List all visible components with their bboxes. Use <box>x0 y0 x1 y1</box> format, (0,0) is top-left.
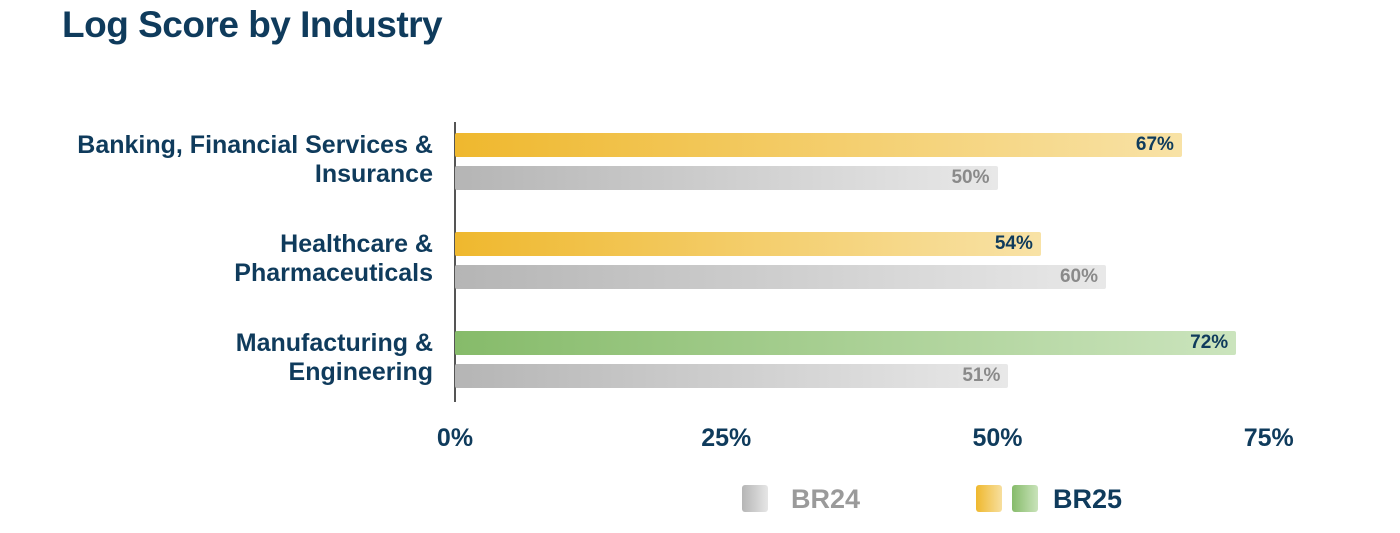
bar-br25: 72% <box>455 331 1237 355</box>
data-label: 60% <box>1059 266 1098 287</box>
data-label: 51% <box>962 365 1001 386</box>
category-label-line: Healthcare & <box>280 230 433 258</box>
x-tick-label: 0% <box>436 424 474 452</box>
chart-title: Log Score by Industry <box>62 4 443 45</box>
legend-swatch-br24 <box>742 485 768 512</box>
category-label: Banking, Financial Services & Insurance <box>0 131 433 189</box>
category-label-line: Manufacturing & <box>235 329 433 357</box>
category-label-line: Pharmaceuticals <box>234 259 433 287</box>
legend-swatch-br25-yellow <box>976 485 1002 512</box>
x-tick-label: 25% <box>701 424 752 452</box>
bar-br24: 51% <box>455 364 1009 388</box>
category-label-line: Insurance <box>314 160 433 188</box>
bar-br25: 54% <box>455 232 1041 256</box>
data-label: 72% <box>1190 332 1229 353</box>
x-tick-label: 75% <box>1243 424 1294 452</box>
data-label: 50% <box>951 167 990 188</box>
category-label-line: Engineering <box>288 358 433 386</box>
legend-swatch-br25-green <box>1012 485 1038 512</box>
legend-label-br25: BR25 <box>1053 484 1123 514</box>
category-label: Healthcare & Pharmaceuticals <box>0 230 433 288</box>
y-axis-line <box>454 122 456 402</box>
category-label: Manufacturing & Engineering <box>0 329 433 387</box>
bar-br24: 50% <box>455 166 998 190</box>
category-label-line: Banking, Financial Services & <box>77 131 433 159</box>
bar-br24: 60% <box>455 265 1106 289</box>
data-label: 67% <box>1135 134 1174 155</box>
bar-br25: 67% <box>455 133 1182 157</box>
x-tick-label: 50% <box>972 424 1023 452</box>
legend-label-br24: BR24 <box>791 484 861 514</box>
data-label: 54% <box>994 233 1033 254</box>
